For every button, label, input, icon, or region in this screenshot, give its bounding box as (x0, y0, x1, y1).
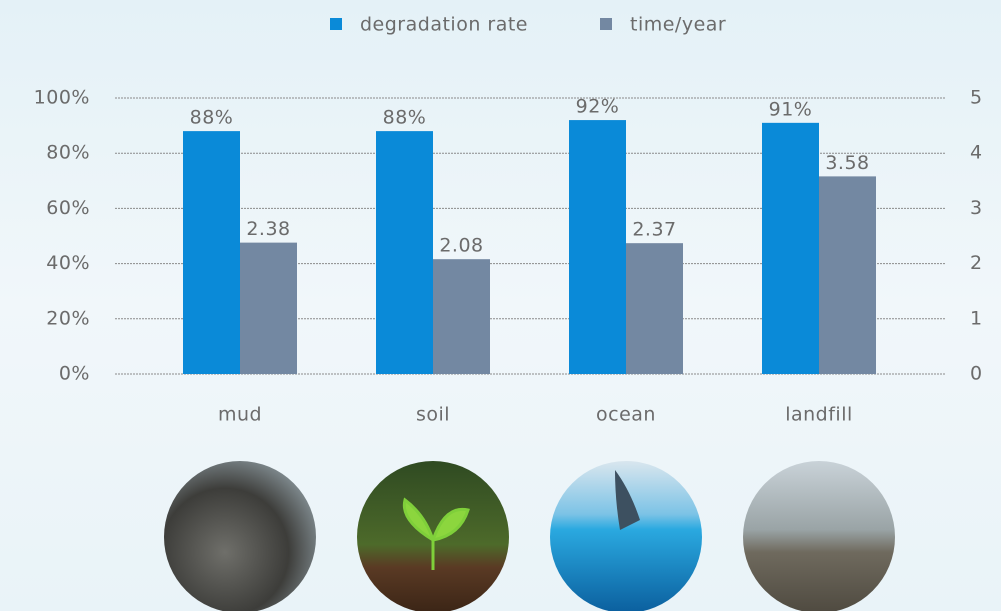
y-tick-label: 20% (46, 307, 90, 329)
x-tick-label: landfill (785, 404, 853, 426)
data-label: 88% (190, 107, 234, 129)
legend-swatch (600, 18, 612, 30)
photo-mud (164, 461, 316, 611)
y-tick-label: 100% (34, 87, 90, 109)
bar (183, 131, 240, 374)
y2-tick-label: 4 (970, 142, 983, 164)
bar (569, 120, 626, 374)
y-tick-label: 40% (46, 252, 90, 274)
data-label: 92% (576, 96, 620, 118)
bar (376, 131, 433, 374)
bar (626, 243, 683, 374)
sprout (402, 497, 470, 570)
data-label: 2.38 (246, 218, 290, 240)
legend-label: degradation rate (360, 14, 528, 36)
photos (164, 461, 895, 611)
x-tick-label: soil (416, 404, 450, 426)
y-tick-label: 60% (46, 197, 90, 219)
y-tick-label: 0% (59, 363, 90, 385)
y2-tick-label: 2 (970, 252, 983, 274)
bar (762, 122, 819, 374)
x-tick-label: mud (218, 404, 262, 426)
y2-tick-label: 5 (970, 87, 983, 109)
photo-landfill (743, 461, 895, 611)
bar (433, 259, 490, 374)
y2-tick-label: 1 (970, 307, 983, 329)
y2-tick-label: 3 (970, 197, 983, 219)
y-tick-label: 80% (46, 142, 90, 164)
bar (819, 176, 876, 374)
whale (615, 470, 640, 530)
x-tick-label: ocean (596, 404, 656, 426)
y2-tick-label: 0 (970, 363, 983, 385)
photo-ocean (550, 461, 702, 611)
data-label: 3.58 (825, 152, 869, 174)
data-label: 2.37 (632, 219, 676, 241)
legend-swatch (330, 18, 342, 30)
bar (240, 242, 297, 374)
legend-label: time/year (630, 14, 726, 36)
data-label: 88% (383, 107, 427, 129)
data-label: 2.08 (439, 235, 483, 257)
data-label: 91% (769, 98, 813, 120)
